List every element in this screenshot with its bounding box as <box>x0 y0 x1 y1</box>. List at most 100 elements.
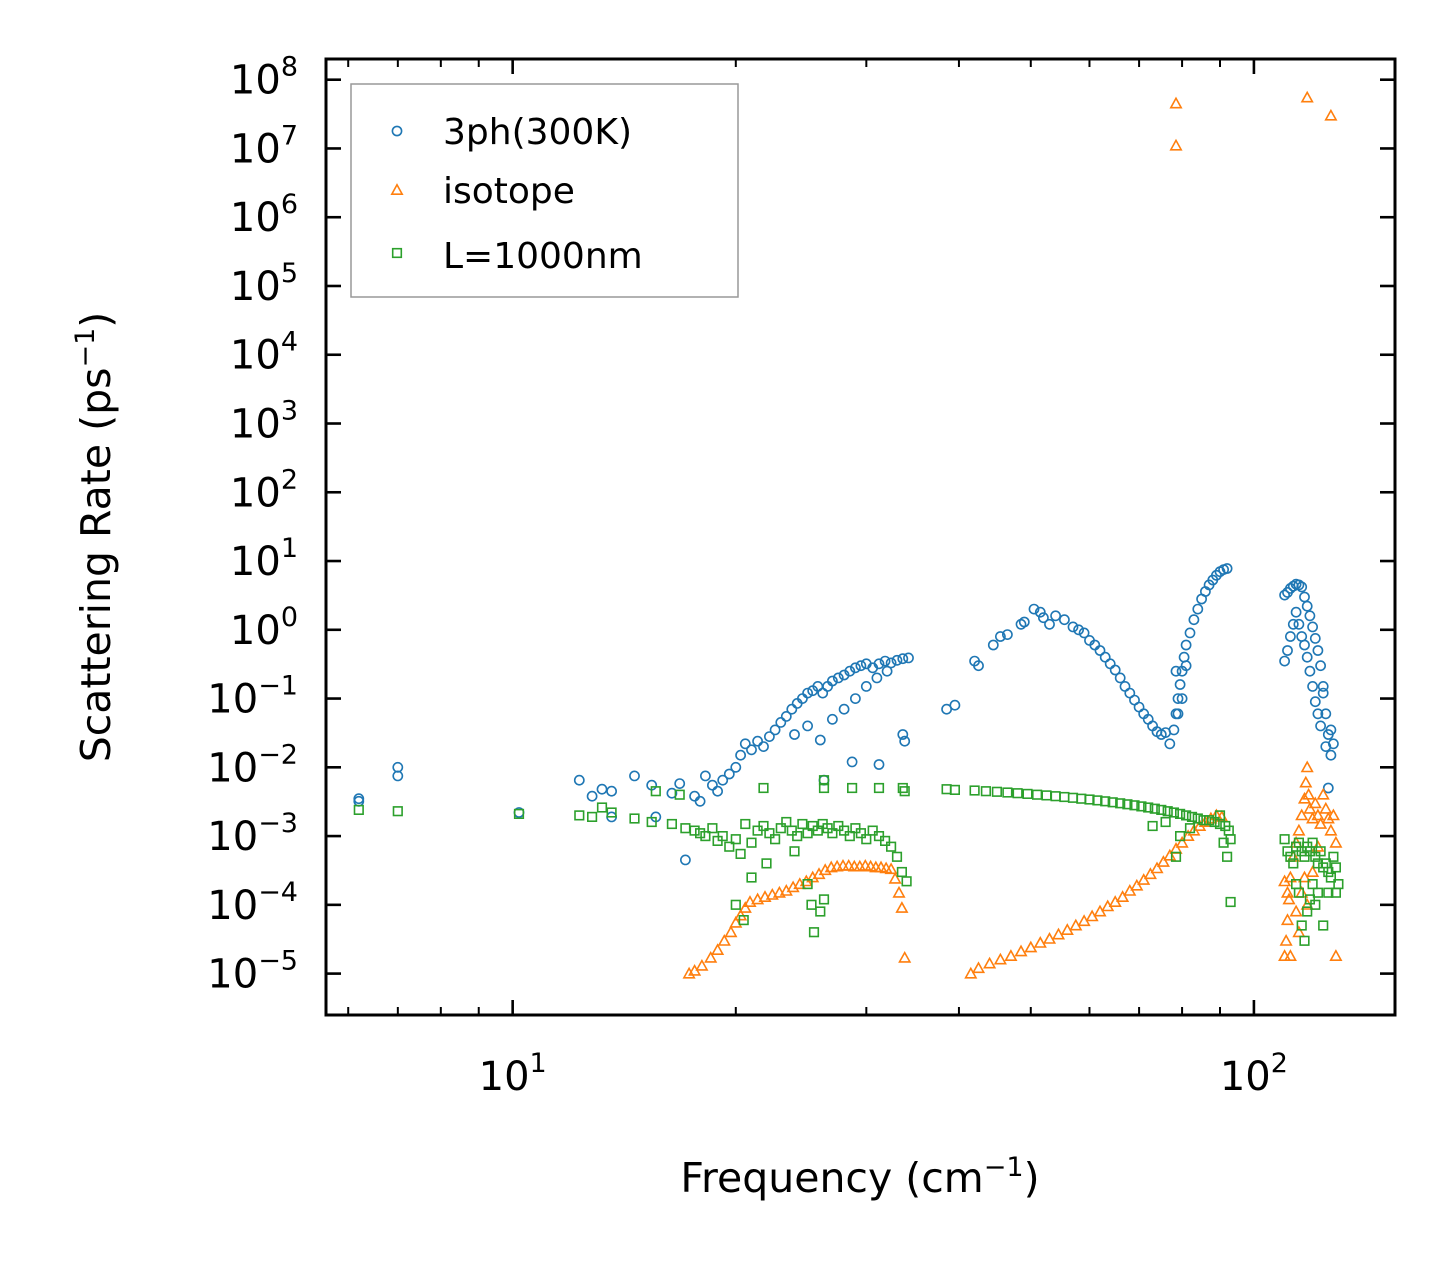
data-point <box>1296 920 1307 931</box>
data-point <box>1209 816 1220 828</box>
data-point <box>707 823 718 834</box>
y-tick-label-exp: −5 <box>258 946 298 977</box>
data-point <box>392 806 403 817</box>
data-point <box>1042 932 1057 944</box>
data-point <box>694 828 706 839</box>
data-point <box>895 901 909 913</box>
y-tick-label: 103 <box>230 396 298 448</box>
data-point <box>827 713 838 725</box>
data-point <box>1310 899 1321 910</box>
y-tick-label-exp: −4 <box>258 877 298 908</box>
data-point <box>1309 633 1321 644</box>
data-point <box>897 729 909 740</box>
data-point <box>1316 787 1330 800</box>
y-tick-label-base: 10 <box>230 264 281 310</box>
x-tick-label-base: 10 <box>1220 1054 1271 1100</box>
data-point <box>1307 681 1318 692</box>
data-point <box>1044 618 1055 630</box>
data-point <box>1293 618 1305 630</box>
data-point <box>1279 834 1290 845</box>
data-point <box>1304 610 1316 622</box>
data-point <box>1169 138 1183 151</box>
data-point <box>1162 806 1173 817</box>
data-point <box>949 784 960 795</box>
data-point <box>1330 862 1341 873</box>
data-point <box>891 851 903 862</box>
data-point <box>1280 913 1295 926</box>
data-point <box>885 657 897 669</box>
data-point <box>1114 672 1126 684</box>
data-point <box>1002 787 1013 798</box>
data-point <box>1004 949 1018 962</box>
data-point <box>1143 802 1154 813</box>
y-tick-label: 102 <box>230 464 298 516</box>
data-point <box>695 958 709 971</box>
y-tick-label-exp: −3 <box>258 808 298 839</box>
data-point <box>991 786 1002 797</box>
data-point <box>1310 851 1321 862</box>
data-point <box>861 834 872 845</box>
data-point <box>818 775 830 786</box>
plot-frame <box>324 57 1397 1017</box>
y-tick-label-base: 10 <box>230 333 281 379</box>
data-point <box>1129 800 1140 811</box>
data-point <box>1282 645 1293 656</box>
data-point <box>1107 797 1118 808</box>
data-point <box>1164 738 1176 750</box>
data-point <box>1050 610 1061 622</box>
data-point <box>717 933 731 946</box>
data-point <box>1169 96 1183 109</box>
data-point <box>888 871 902 884</box>
data-point <box>879 835 891 846</box>
data-point <box>724 841 735 852</box>
y-tick-label-base: 10 <box>230 58 281 104</box>
data-point <box>1279 589 1290 601</box>
y-tick-label: 106 <box>230 189 298 241</box>
data-point <box>1186 811 1198 822</box>
data-point <box>901 876 912 887</box>
x-tick-label-exp: 1 <box>530 1048 547 1079</box>
data-point <box>1326 808 1340 821</box>
data-point <box>879 655 891 667</box>
data-point <box>586 811 598 822</box>
legend-marker <box>391 125 403 137</box>
data-point <box>704 950 718 963</box>
data-point <box>1109 664 1121 676</box>
data-point <box>832 672 844 684</box>
data-point <box>1329 949 1343 962</box>
y-tick-label: 10−2 <box>207 739 298 791</box>
y-tick-label-exp: 5 <box>281 258 298 289</box>
y-tick-label-base: 10 <box>207 883 258 929</box>
data-point <box>1094 645 1106 656</box>
data-point <box>1283 949 1297 962</box>
data-point <box>1288 858 1299 869</box>
data-point <box>1323 887 1334 898</box>
y-tick-label-exp: 8 <box>281 52 298 83</box>
data-point <box>873 658 885 670</box>
series-0 <box>353 563 1339 866</box>
data-point <box>392 770 404 782</box>
x-axis-label-exp: −1 <box>984 1152 1024 1183</box>
y-tick-label-exp: 1 <box>281 533 298 564</box>
data-point <box>735 848 746 859</box>
data-point <box>898 950 912 963</box>
data-point <box>1175 835 1189 848</box>
data-point <box>1175 830 1186 842</box>
data-point <box>1221 563 1233 574</box>
y-tick-label-base: 10 <box>207 677 258 723</box>
legend-marker <box>390 183 404 195</box>
data-point <box>1150 861 1164 874</box>
data-point <box>1325 749 1337 761</box>
data-point <box>711 943 725 956</box>
legend-box <box>350 83 739 298</box>
data-point <box>983 956 997 969</box>
data-point <box>818 894 830 905</box>
data-point <box>775 823 786 834</box>
data-point <box>1311 808 1325 821</box>
data-point <box>1137 873 1151 885</box>
data-point <box>1296 581 1308 593</box>
data-point <box>650 786 661 797</box>
data-point <box>1309 696 1321 708</box>
y-tick-label: 100 <box>230 602 298 654</box>
data-point <box>1317 687 1329 699</box>
